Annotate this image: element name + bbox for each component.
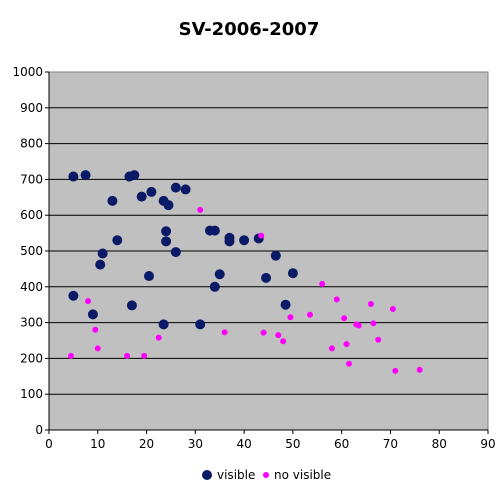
x-tick-label: 20: [139, 437, 154, 451]
point-no-visible: [355, 322, 362, 329]
y-tick-label: 0: [35, 423, 43, 437]
data-points: [67, 170, 423, 374]
point-visible: [224, 236, 235, 247]
point-visible: [170, 182, 181, 193]
point-visible: [270, 250, 281, 261]
y-tick-label: 300: [20, 316, 43, 330]
point-visible: [68, 171, 79, 182]
gridlines: [49, 107, 488, 395]
point-no-visible: [343, 341, 350, 348]
point-visible: [97, 248, 108, 259]
point-visible: [209, 225, 220, 236]
y-tick-label: 1000: [12, 65, 43, 79]
point-no-visible: [67, 352, 74, 359]
x-tick-label: 60: [334, 437, 349, 451]
point-visible: [146, 186, 157, 197]
point-no-visible: [367, 300, 374, 307]
point-no-visible: [319, 280, 326, 287]
point-visible: [126, 300, 137, 311]
point-visible: [261, 272, 272, 283]
point-visible: [87, 309, 98, 320]
point-visible: [214, 269, 225, 280]
point-no-visible: [280, 338, 287, 345]
point-visible: [180, 184, 191, 195]
point-visible: [163, 200, 174, 211]
point-visible: [68, 290, 79, 301]
point-visible: [143, 271, 154, 282]
x-axis-ticks: 0 10 20 30 40 50 60 70 80 90: [45, 437, 495, 451]
y-tick-label: 700: [20, 172, 43, 186]
point-no-visible: [389, 305, 396, 312]
x-tick-label: 80: [432, 437, 447, 451]
point-visible: [280, 299, 291, 310]
point-visible: [158, 319, 169, 330]
chart-title: SV-2006-2007: [179, 19, 320, 40]
y-tick-label: 900: [20, 101, 43, 115]
point-visible: [112, 235, 123, 246]
point-no-visible: [341, 315, 348, 322]
y-axis-ticks: 0 100 200 300 400 500 600 700 800 900 1000: [12, 65, 43, 437]
axes: [45, 71, 489, 434]
point-no-visible: [416, 366, 423, 373]
legend-label-visible: visible: [217, 468, 255, 482]
point-no-visible: [85, 298, 92, 305]
y-tick-label: 400: [20, 280, 43, 294]
point-no-visible: [328, 345, 335, 352]
point-no-visible: [260, 329, 267, 336]
y-tick-label: 800: [20, 137, 43, 151]
point-visible: [129, 170, 140, 181]
point-visible: [195, 319, 206, 330]
y-tick-label: 200: [20, 351, 43, 365]
point-no-visible: [375, 336, 382, 343]
point-no-visible: [141, 352, 148, 359]
point-visible: [95, 259, 106, 270]
point-visible: [107, 195, 118, 206]
point-no-visible: [197, 206, 204, 213]
point-no-visible: [287, 314, 294, 321]
point-no-visible: [370, 320, 377, 327]
point-no-visible: [275, 332, 282, 339]
point-visible: [80, 170, 91, 181]
point-no-visible: [94, 345, 101, 352]
point-visible: [161, 226, 172, 237]
point-no-visible: [258, 232, 265, 239]
legend-marker-visible: [202, 470, 212, 480]
point-visible: [287, 268, 298, 279]
legend-label-no-visible: no visible: [274, 468, 331, 482]
x-tick-label: 90: [480, 437, 495, 451]
y-tick-label: 100: [20, 387, 43, 401]
y-tick-label: 600: [20, 208, 43, 222]
point-visible: [136, 191, 147, 202]
x-tick-label: 50: [285, 437, 300, 451]
point-visible: [170, 247, 181, 258]
point-no-visible: [155, 334, 162, 341]
legend: visible no visible: [202, 468, 331, 482]
x-tick-label: 30: [188, 437, 203, 451]
x-tick-label: 0: [45, 437, 53, 451]
x-tick-label: 70: [383, 437, 398, 451]
point-visible: [161, 236, 172, 247]
point-no-visible: [392, 367, 399, 374]
point-no-visible: [124, 352, 131, 359]
point-no-visible: [345, 360, 352, 367]
legend-marker-no-visible: [263, 472, 269, 478]
point-no-visible: [306, 311, 313, 318]
point-no-visible: [333, 296, 340, 303]
point-visible: [239, 235, 250, 246]
point-no-visible: [221, 329, 228, 336]
y-tick-label: 500: [20, 244, 43, 258]
point-visible: [209, 281, 220, 292]
x-tick-label: 40: [236, 437, 251, 451]
point-no-visible: [92, 326, 99, 333]
x-tick-label: 10: [90, 437, 105, 451]
